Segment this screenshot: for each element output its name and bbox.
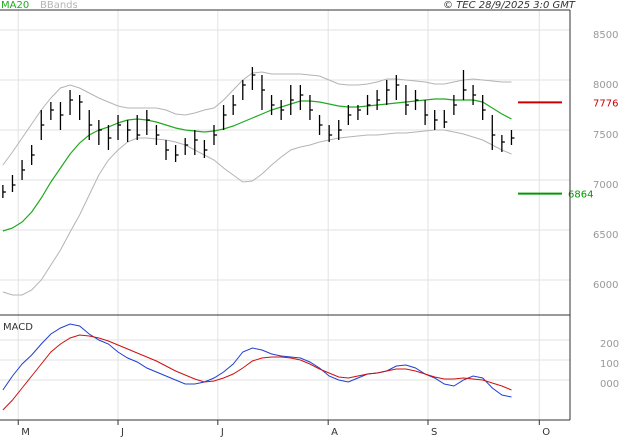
bband-lower: [2, 129, 512, 296]
credit: © TEC 28/9/2025 3:0 GMT: [443, 0, 576, 11]
y-tick-label: 6500: [593, 230, 618, 241]
y2-tick-label: 200: [600, 339, 619, 350]
y-tick-label: 7000: [593, 180, 618, 191]
y2-tick-label: 000: [600, 379, 619, 390]
legend-bbands: BBands: [40, 0, 78, 11]
x-tick-label: A: [331, 427, 338, 438]
ma20-line: [2, 98, 512, 232]
x-tick-label: S: [431, 427, 437, 438]
y-tick-label: 6000: [593, 280, 618, 291]
level-label: 7776: [593, 98, 618, 109]
legend-ma20: MA20: [1, 0, 29, 11]
x-tick-label: J: [120, 427, 124, 438]
y-tick-label: 8000: [593, 80, 618, 91]
level-label: 6864: [568, 190, 593, 201]
x-tick-label: O: [542, 427, 550, 438]
macd-line: [2, 334, 512, 411]
y-tick-label: 7500: [593, 130, 618, 141]
x-tick-label: M: [21, 427, 30, 438]
y2-tick-label: 100: [600, 359, 619, 370]
bband-upper: [2, 71, 512, 166]
x-tick-label: J: [220, 427, 224, 438]
y-tick-label: 8500: [593, 30, 618, 41]
